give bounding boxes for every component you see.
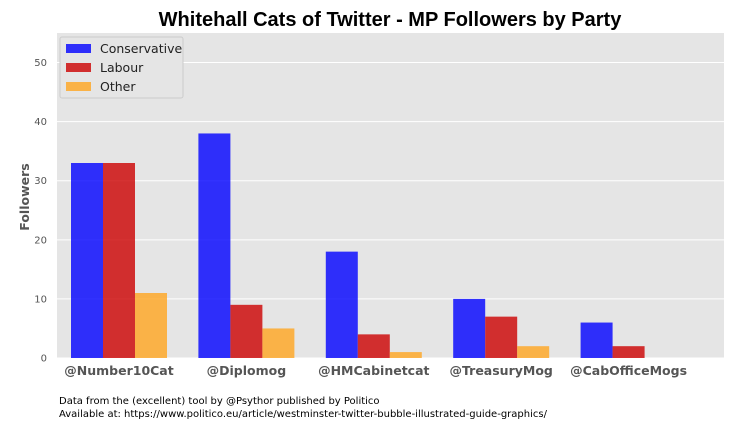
x-axis-ticks: @Number10Cat @Diplomog @HMCabinetcat @Treas… — [64, 363, 687, 378]
legend-label-other: Other — [100, 79, 136, 94]
y-tick-label-2: 20 — [34, 235, 47, 246]
legend-swatch-other — [66, 82, 91, 91]
legend: Conservative Labour Other — [59, 36, 184, 99]
y-tick-label-3: 30 — [34, 176, 47, 187]
footnote-line-2: Available at: https://www.politico.eu/ar… — [59, 409, 548, 420]
chart-title: Whitehall Cats of Twitter - MP Followers… — [159, 9, 623, 31]
bar-labour-3 — [485, 316, 518, 358]
y-axis-label: Followers — [17, 163, 32, 230]
bar-conservative-4 — [580, 322, 613, 358]
y-tick-label-0: 0 — [41, 354, 47, 365]
bars — [71, 133, 645, 358]
x-tick-label-1: @Diplomog — [207, 363, 287, 378]
bar-labour-2 — [357, 334, 390, 358]
y-tick-label-5: 50 — [34, 58, 47, 69]
x-tick-label-0: @Number10Cat — [64, 363, 173, 378]
bar-other-3 — [517, 346, 550, 358]
x-tick-label-2: @HMCabinetcat — [318, 363, 429, 378]
bar-conservative-0 — [71, 163, 103, 358]
bar-labour-0 — [103, 163, 135, 358]
gridlines — [57, 62, 724, 359]
bar-conservative-3 — [453, 298, 486, 358]
bar-other-1 — [262, 328, 295, 358]
legend-swatch-conservative — [66, 44, 91, 53]
y-axis-ticks: 0 10 20 30 40 50 — [34, 58, 47, 364]
x-tick-label-3: @TreasuryMog — [450, 363, 553, 378]
legend-label-labour: Labour — [100, 60, 144, 75]
legend-swatch-labour — [66, 63, 91, 72]
y-tick-label-1: 10 — [34, 294, 47, 305]
bar-other-0 — [135, 293, 167, 358]
x-tick-label-4: @CabOfficeMogs — [570, 363, 687, 378]
y-tick-label-4: 40 — [34, 117, 47, 128]
bar-conservative-1 — [198, 133, 231, 358]
bar-labour-1 — [230, 304, 263, 358]
bar-labour-4 — [612, 346, 645, 358]
legend-label-conservative: Conservative — [100, 41, 182, 56]
bar-other-2 — [389, 352, 422, 358]
bar-conservative-2 — [325, 251, 358, 358]
footnote-line-1: Data from the (excellent) tool by @Psyth… — [59, 396, 380, 407]
